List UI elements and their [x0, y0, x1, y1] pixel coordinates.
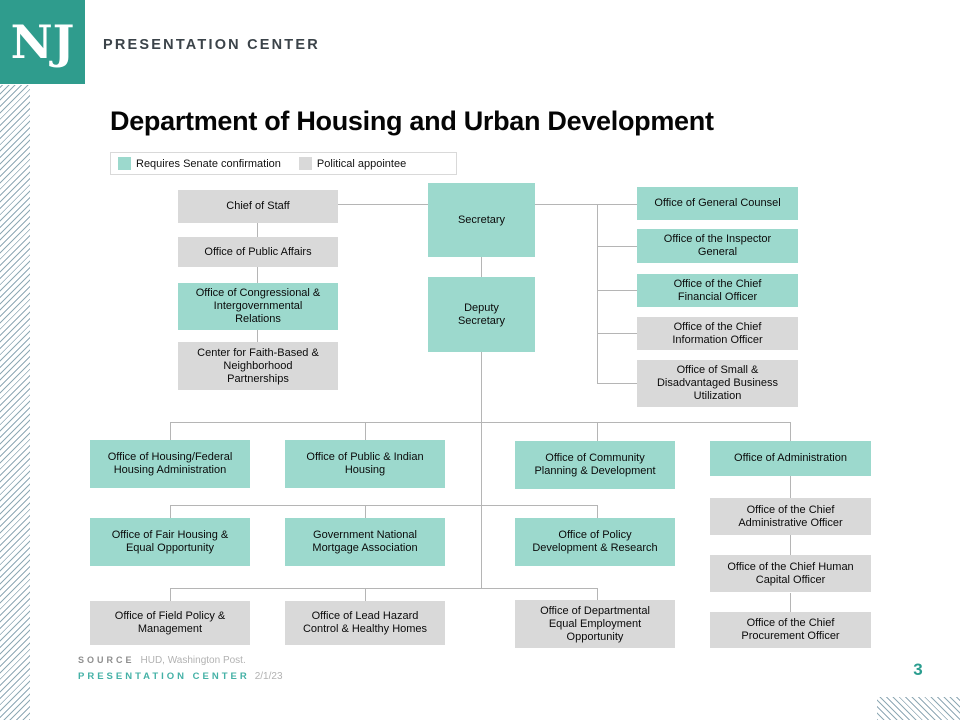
- source-text: HUD, Washington Post.: [140, 655, 246, 666]
- connector-line: [535, 204, 637, 205]
- footer-date: 2/1/23: [254, 671, 283, 682]
- org-node-congressional-intergovernmental: Office of Congressional & Intergovernmen…: [178, 283, 338, 330]
- connector-line: [170, 588, 597, 589]
- org-node-departmental-eeo: Office of Departmental Equal Employment …: [515, 600, 675, 648]
- legend-label: Political appointee: [316, 157, 407, 170]
- org-node-faith-based: Center for Faith-Based & Neighborhood Pa…: [178, 342, 338, 390]
- org-node-inspector-general: Office of the Inspector General: [637, 229, 798, 263]
- presentation-center-header: PRESENTATION CENTER: [103, 37, 320, 53]
- connector-line: [597, 422, 598, 441]
- source-line: SOURCE HUD, Washington Post.: [78, 655, 246, 666]
- org-node-general-counsel: Office of General Counsel: [637, 187, 798, 220]
- connector-line: [790, 535, 791, 555]
- connector-line: [597, 246, 637, 247]
- org-node-chief-financial-officer: Office of the Chief Financial Officer: [637, 274, 798, 307]
- page-number: 3: [913, 660, 923, 679]
- appointee-swatch: [298, 157, 312, 170]
- org-node-community-planning: Office of Community Planning & Developme…: [515, 441, 675, 489]
- connector-line: [170, 588, 171, 601]
- org-node-secretary: Secretary: [428, 183, 535, 257]
- legend: Requires Senate confirmation Political a…: [110, 152, 457, 175]
- nj-logo: NJ: [0, 0, 85, 84]
- source-label: SOURCE: [78, 655, 135, 665]
- org-node-fair-housing: Office of Fair Housing & Equal Opportuni…: [90, 518, 250, 566]
- connector-line: [365, 505, 366, 518]
- legend-item-senate: Requires Senate confirmation: [118, 157, 281, 170]
- org-node-policy-development: Office of Policy Development & Research: [515, 518, 675, 566]
- connector-line: [338, 204, 428, 205]
- org-node-public-affairs: Office of Public Affairs: [178, 237, 338, 267]
- org-node-field-policy: Office of Field Policy & Management: [90, 601, 250, 645]
- connector-line: [790, 476, 791, 498]
- connector-line: [170, 505, 597, 506]
- left-stripe-pattern: [0, 85, 30, 720]
- connector-line: [597, 383, 637, 384]
- org-node-deputy-secretary: Deputy Secretary: [428, 277, 535, 352]
- connector-line: [365, 422, 366, 440]
- connector-line: [597, 204, 598, 384]
- org-node-chief-information-officer: Office of the Chief Information Officer: [637, 317, 798, 350]
- org-node-chief-administrative-officer: Office of the Chief Administrative Offic…: [710, 498, 871, 535]
- connector-line: [257, 223, 258, 342]
- org-node-lead-hazard: Office of Lead Hazard Control & Healthy …: [285, 601, 445, 645]
- connector-line: [481, 257, 482, 277]
- connector-line: [597, 290, 637, 291]
- page-title: Department of Housing and Urban Developm…: [110, 106, 714, 136]
- connector-line: [597, 333, 637, 334]
- connector-line: [170, 422, 171, 440]
- connector-line: [790, 593, 791, 612]
- connector-line: [365, 588, 366, 601]
- connector-line: [597, 588, 598, 601]
- org-node-chief-human-capital-officer: Office of the Chief Human Capital Office…: [710, 555, 871, 592]
- org-node-housing-fha: Office of Housing/Federal Housing Admini…: [90, 440, 250, 488]
- org-node-small-disadvantaged-business: Office of Small & Disadvantaged Business…: [637, 360, 798, 407]
- org-node-administration: Office of Administration: [710, 441, 871, 476]
- footer-brand-line: PRESENTATION CENTER 2/1/23: [78, 671, 283, 682]
- org-node-public-indian-housing: Office of Public & Indian Housing: [285, 440, 445, 488]
- legend-item-appointee: Political appointee: [298, 157, 407, 170]
- connector-line: [481, 352, 482, 589]
- org-node-chief-procurement-officer: Office of the Chief Procurement Officer: [710, 612, 871, 648]
- connector-line: [170, 422, 790, 423]
- org-node-chief-of-staff: Chief of Staff: [178, 190, 338, 223]
- org-node-gnma: Government National Mortgage Association: [285, 518, 445, 566]
- connector-line: [170, 505, 171, 518]
- senate-swatch: [118, 157, 131, 170]
- footer-brand-label: PRESENTATION CENTER: [78, 671, 250, 682]
- corner-stripe-pattern: [877, 697, 960, 720]
- connector-line: [597, 505, 598, 518]
- connector-line: [790, 422, 791, 441]
- legend-label: Requires Senate confirmation: [136, 157, 281, 170]
